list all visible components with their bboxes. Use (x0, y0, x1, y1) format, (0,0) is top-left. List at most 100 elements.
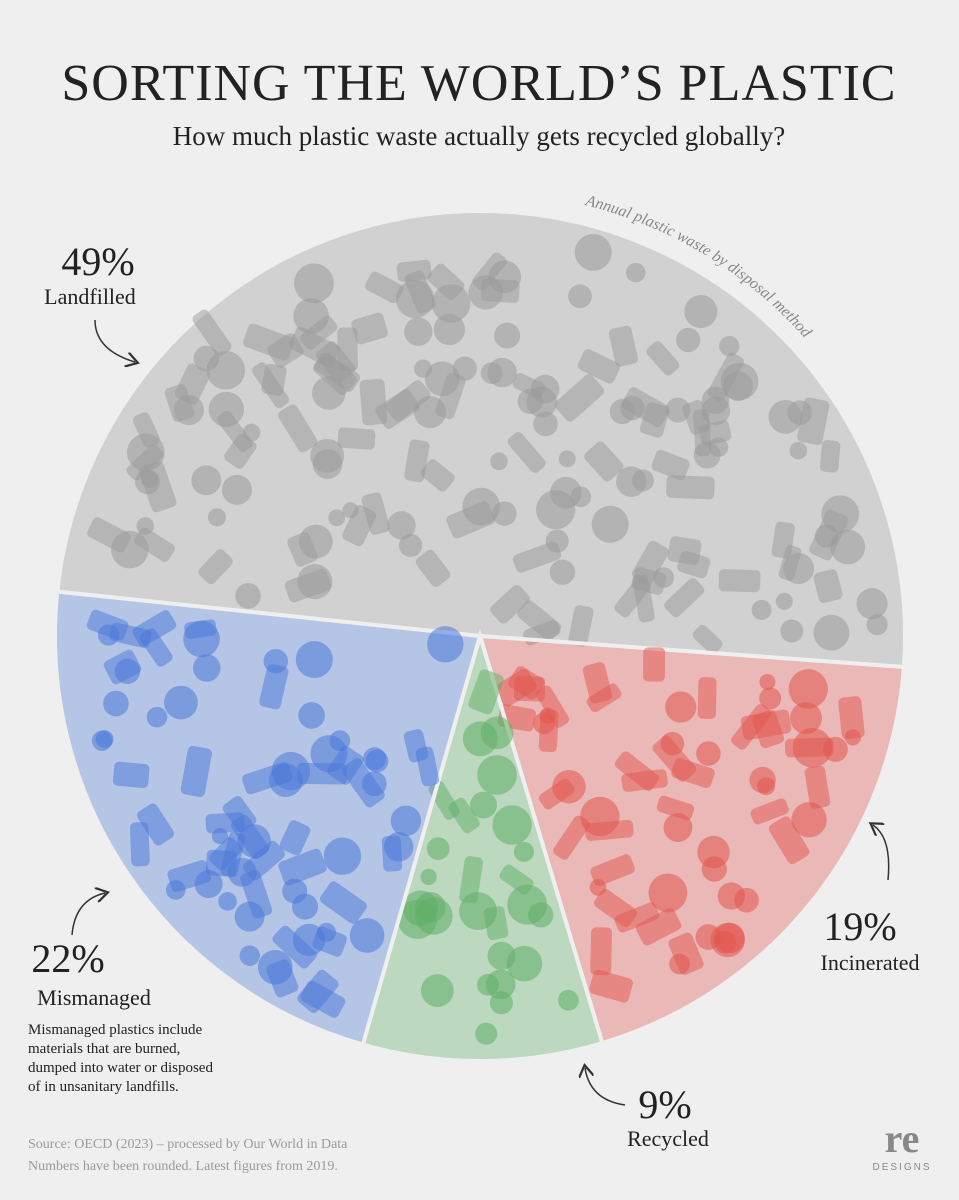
item (568, 605, 594, 647)
item (312, 449, 343, 479)
item (787, 400, 813, 425)
item (821, 495, 860, 534)
item (137, 803, 175, 846)
item (483, 906, 509, 940)
item (243, 840, 285, 881)
item (342, 504, 377, 547)
item (297, 564, 333, 600)
item (554, 374, 605, 422)
item (310, 735, 348, 773)
item (415, 746, 440, 787)
item (361, 771, 387, 797)
note-line: materials that are burned, (28, 1041, 180, 1057)
item (695, 924, 722, 950)
chart-title: SORTING THE WORLD’S PLASTIC (61, 55, 896, 112)
item (584, 441, 624, 482)
item (279, 820, 311, 856)
item (574, 233, 612, 271)
item (268, 763, 303, 797)
item (590, 927, 612, 976)
item (656, 795, 695, 821)
item (266, 959, 299, 998)
item (856, 588, 888, 620)
note-line: of in unsanitary landfills. (28, 1079, 179, 1095)
item (582, 662, 613, 704)
category-label: Recycled (627, 1126, 709, 1151)
item (470, 791, 498, 819)
slices (53, 209, 907, 1063)
item (431, 284, 471, 323)
item (749, 766, 776, 794)
item (666, 475, 715, 500)
item (608, 325, 638, 367)
item (814, 524, 839, 548)
item (192, 654, 221, 682)
category-label: Landfilled (44, 284, 136, 309)
value-label: 22% (31, 936, 104, 981)
item (126, 444, 164, 481)
item (349, 918, 385, 953)
item (426, 837, 450, 861)
item (415, 897, 453, 935)
item (507, 432, 546, 473)
item (698, 420, 732, 446)
item (164, 685, 198, 720)
item (594, 888, 638, 927)
item (237, 824, 271, 858)
item (490, 452, 508, 471)
item (759, 687, 782, 710)
item (768, 816, 810, 865)
item (480, 362, 503, 385)
item (468, 275, 503, 310)
item (558, 989, 579, 1011)
pie-slice (360, 628, 605, 1063)
arrow (71, 893, 105, 936)
item (667, 536, 702, 566)
item (173, 394, 204, 426)
item (492, 805, 532, 845)
item (813, 614, 850, 651)
item (751, 599, 772, 620)
item (295, 641, 333, 679)
item (651, 449, 690, 481)
item (697, 835, 730, 869)
item (487, 941, 516, 970)
arrow (94, 319, 135, 362)
item (282, 878, 308, 904)
item (396, 259, 432, 282)
source: Source: OECD (2023) – processed by Our W… (28, 1137, 348, 1152)
item (278, 404, 318, 453)
item (734, 887, 759, 913)
category-label: Mismanaged (37, 985, 151, 1010)
item (719, 335, 740, 357)
item (207, 508, 227, 527)
item (91, 730, 113, 751)
item (477, 755, 517, 795)
item (791, 802, 827, 838)
item (221, 474, 252, 505)
item (684, 294, 718, 329)
item (468, 669, 504, 715)
item (404, 270, 436, 314)
item (327, 746, 364, 785)
item (337, 427, 376, 450)
item (621, 387, 670, 428)
item (697, 677, 717, 719)
item (692, 624, 723, 655)
item (589, 969, 633, 1003)
item (533, 411, 558, 437)
item (838, 696, 865, 740)
item (205, 812, 245, 834)
item (752, 709, 785, 749)
category-label: Incinerated (821, 950, 920, 975)
chart-subtitle: How much plastic waste actually gets rec… (173, 121, 786, 151)
item (206, 350, 246, 390)
item (783, 552, 815, 584)
item (420, 868, 437, 886)
item (790, 702, 822, 735)
item (512, 541, 562, 573)
item (385, 380, 431, 422)
item (218, 892, 237, 911)
